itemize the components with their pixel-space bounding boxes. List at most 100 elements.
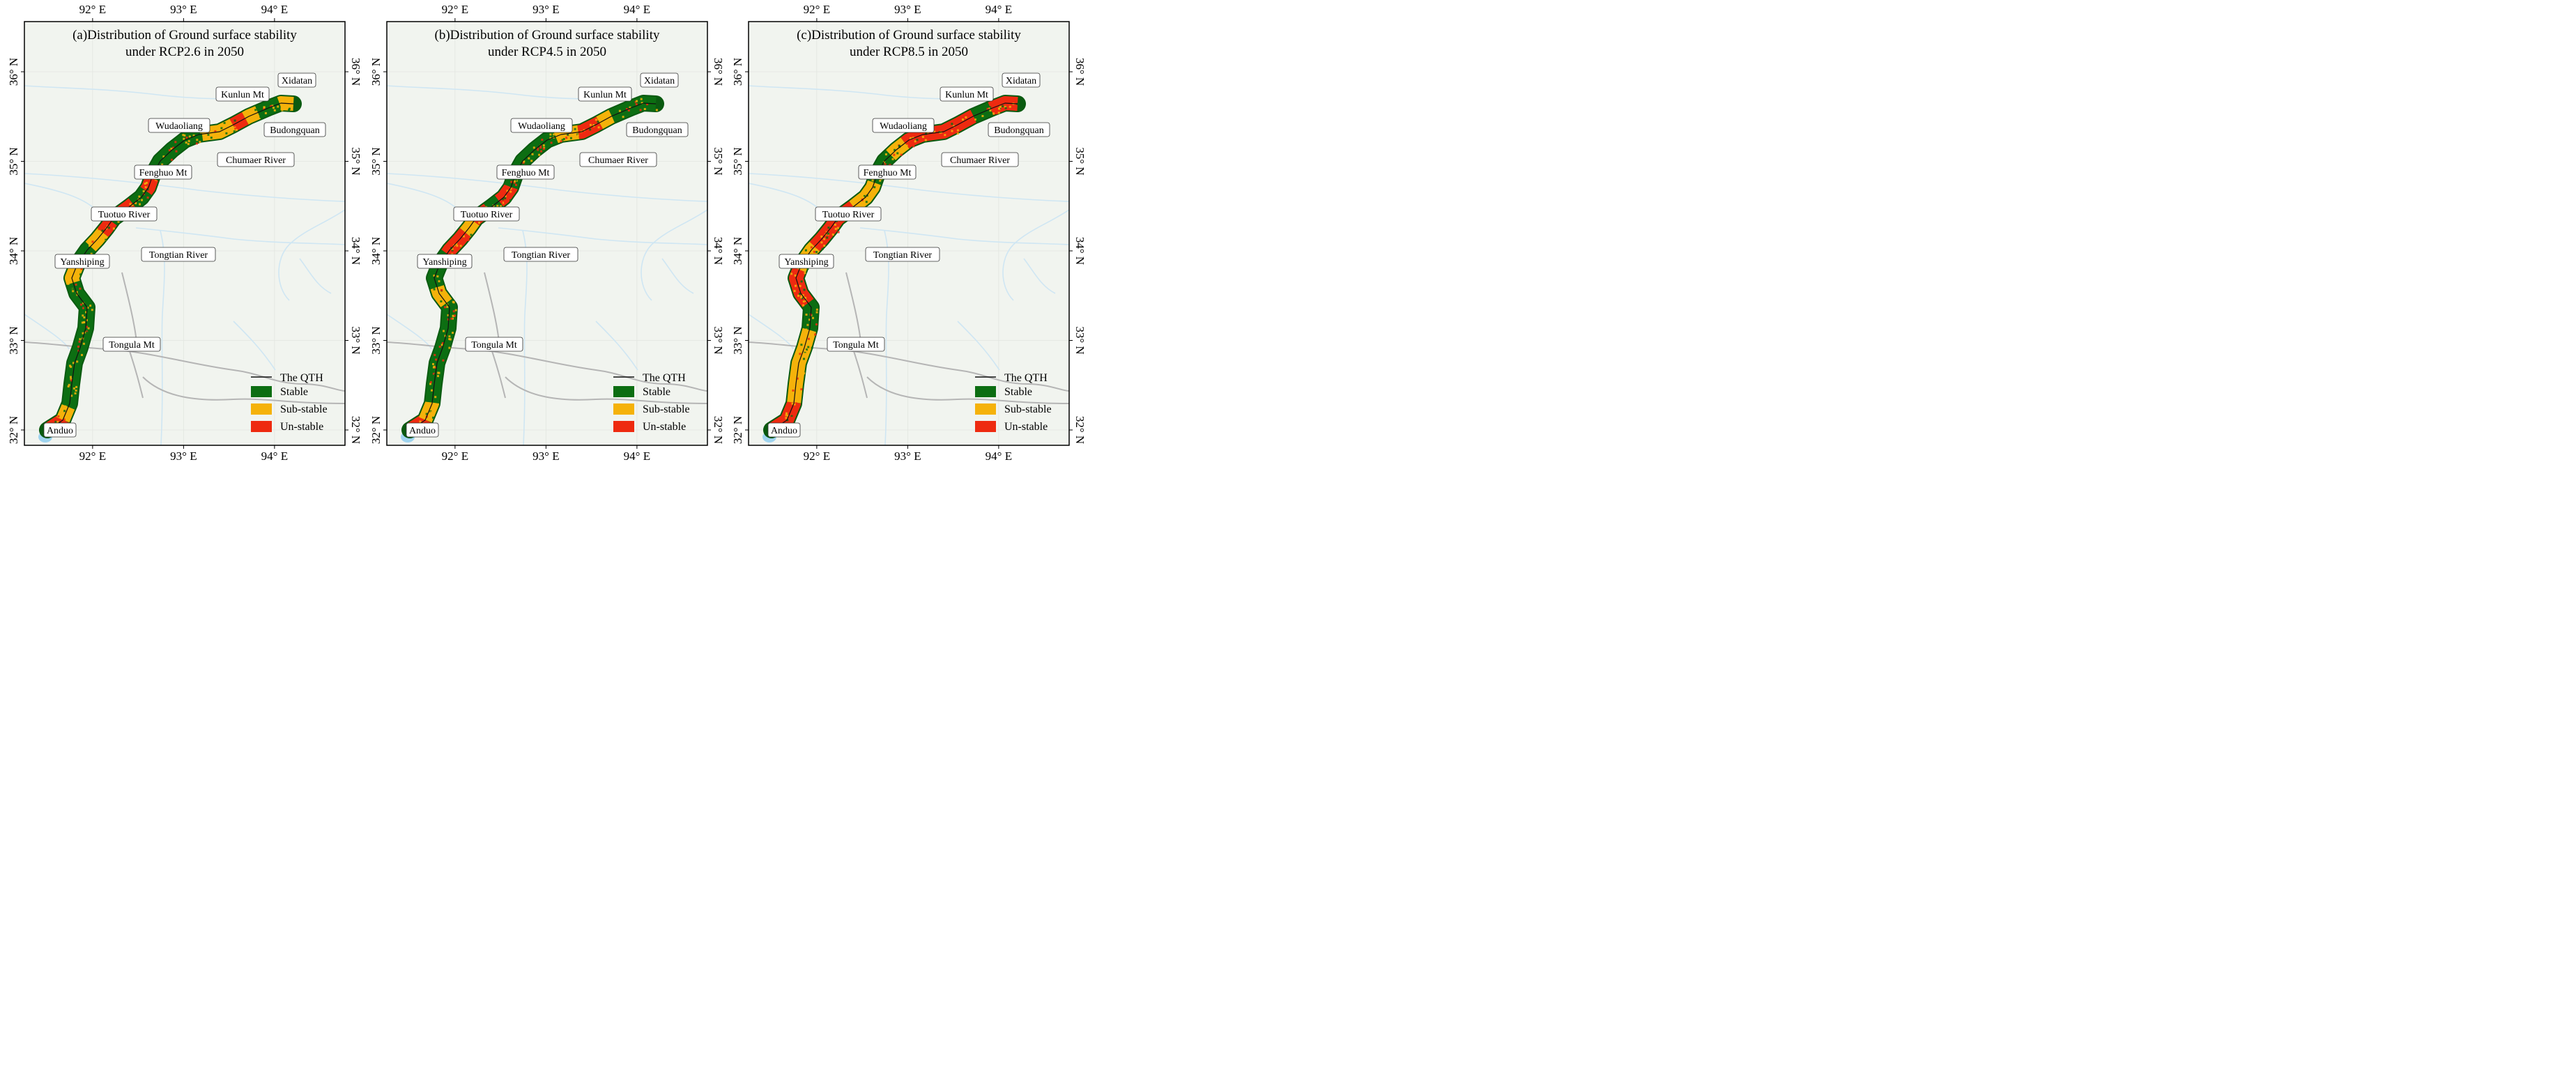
texture-dot [999,105,1002,108]
texture-dot [785,414,788,417]
lat-label-right: 32° N [1073,416,1087,444]
texture-dot [72,387,75,390]
texture-dot [502,198,505,201]
texture-dot [443,330,445,332]
map-frame [748,21,1070,446]
place-label: Xidatan [277,72,316,88]
river [299,258,332,294]
texture-dot [974,118,977,121]
texture-dot [185,137,188,139]
place-label-box [779,254,834,269]
river [135,227,345,245]
place-label-box [503,247,578,262]
texture-dot [641,102,643,105]
texture-dot [804,297,807,300]
texture-dot [76,360,79,363]
legend-sub-stable-swatch [251,403,272,415]
texture-dot [440,289,443,291]
river [641,209,707,301]
texture-dot [187,140,190,142]
texture-dot [454,314,457,317]
texture-dot [557,137,560,139]
map-title-line1: (b)Distribution of Ground surface stabil… [435,28,660,43]
texture-dot [537,146,539,149]
legend-qth-label: The QTH [643,372,686,384]
texture-dot [234,128,237,130]
texture-dot [565,137,568,139]
place-label-text: Chumaer River [950,155,1010,166]
lon-label-bottom: 93° E [170,449,197,463]
texture-dot [436,386,438,389]
texture-dot [138,190,141,193]
texture-dot [79,287,82,290]
texture-dot [56,420,59,423]
texture-dot [233,119,236,122]
place-label-box [988,122,1050,137]
river [957,321,1000,371]
texture-dot [1002,105,1004,107]
texture-dot [210,137,213,139]
lat-label-right: 35° N [349,147,362,175]
place-label-box [134,164,192,180]
texture-dot [813,250,815,253]
lon-label-top: 93° E [894,3,921,16]
river [498,227,707,245]
texture-dot [470,233,473,236]
texture-dot [541,139,544,141]
texture-dot [809,336,812,339]
texture-dot [264,111,267,114]
place-label-text: Yanshiping [422,257,466,268]
texture-dot [981,115,984,117]
lat-label-right: 32° N [349,416,362,444]
texture-dot [988,107,990,110]
texture-dot [629,106,631,109]
texture-dot [429,383,431,385]
texture-dot [815,323,818,325]
texture-dot [435,358,438,361]
texture-dot [807,346,810,348]
texture-dot [539,144,542,147]
river [859,227,1069,245]
texture-dot [452,317,454,320]
place-label-box [54,254,110,269]
texture-dot [800,388,803,391]
lon-label-bottom: 93° E [894,449,921,463]
texture-dot [448,338,451,340]
legend-sub-stable-label: Sub-stable [643,403,690,415]
texture-dot [802,294,804,297]
texture-dot [530,160,533,162]
texture-dot [433,275,436,277]
map-panel-3: (c)Distribution of Ground surface stabil… [731,3,1087,463]
texture-dot [537,148,539,151]
place-label-box [578,86,632,102]
texture-dot [82,307,84,309]
place-label-box [865,247,940,262]
texture-dot [808,341,811,344]
texture-dot [837,231,840,233]
texture-dot [467,239,470,241]
map-title-line1: (c)Distribution of Ground surface stabil… [797,28,1021,43]
place-label-box [453,206,520,222]
lat-label-left: 32° N [369,416,383,444]
legend-un-stable-label: Un-stable [643,421,686,433]
place-label-box [263,122,326,137]
texture-dot [146,197,149,199]
texture-dot [451,249,454,252]
texture-dot [235,128,238,131]
texture-dot [245,115,247,117]
texture-dot [797,294,799,297]
texture-dot [811,248,814,251]
texture-dot [217,129,220,132]
place-label-box [858,164,917,180]
texture-dot [170,147,173,150]
map-panel-2: (b)Distribution of Ground surface stabil… [369,3,725,463]
texture-dot [446,305,449,308]
texture-dot [267,109,269,111]
lon-label-bottom: 94° E [986,449,1012,463]
place-label: Xidatan [1002,72,1041,88]
texture-dot [83,316,86,318]
texture-dot [453,306,456,309]
texture-dot [924,139,927,141]
map-frame [386,21,708,446]
texture-dot [289,107,291,110]
